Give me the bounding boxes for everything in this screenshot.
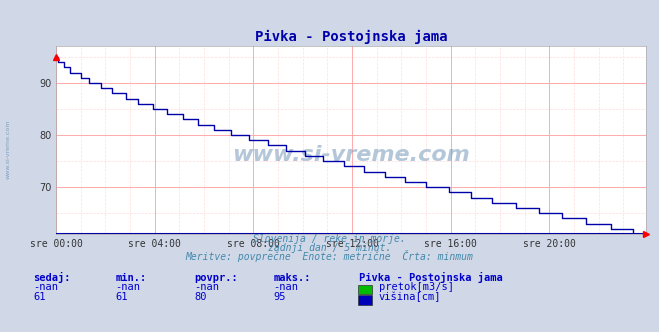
Text: -nan: -nan — [273, 283, 299, 292]
Text: www.si-vreme.com: www.si-vreme.com — [232, 145, 470, 165]
Text: višina[cm]: višina[cm] — [379, 292, 442, 302]
Text: -nan: -nan — [33, 283, 58, 292]
Text: povpr.:: povpr.: — [194, 273, 238, 283]
Text: min.:: min.: — [115, 273, 146, 283]
Text: Pivka - Postojnska jama: Pivka - Postojnska jama — [359, 272, 503, 283]
Text: 61: 61 — [115, 292, 128, 302]
Text: Slovenija / reke in morje.: Slovenija / reke in morje. — [253, 234, 406, 244]
Text: www.si-vreme.com: www.si-vreme.com — [6, 120, 11, 179]
Text: pretok[m3/s]: pretok[m3/s] — [379, 282, 454, 291]
Text: zadnji dan / 5 minut.: zadnji dan / 5 minut. — [268, 243, 391, 253]
Title: Pivka - Postojnska jama: Pivka - Postojnska jama — [254, 30, 447, 44]
Text: sedaj:: sedaj: — [33, 272, 71, 283]
Text: -nan: -nan — [194, 283, 219, 292]
Text: maks.:: maks.: — [273, 273, 311, 283]
Text: 80: 80 — [194, 292, 207, 302]
Text: 61: 61 — [33, 292, 45, 302]
Text: 95: 95 — [273, 292, 286, 302]
Text: Meritve: povprečne  Enote: metrične  Črta: minmum: Meritve: povprečne Enote: metrične Črta:… — [186, 250, 473, 262]
Text: -nan: -nan — [115, 283, 140, 292]
